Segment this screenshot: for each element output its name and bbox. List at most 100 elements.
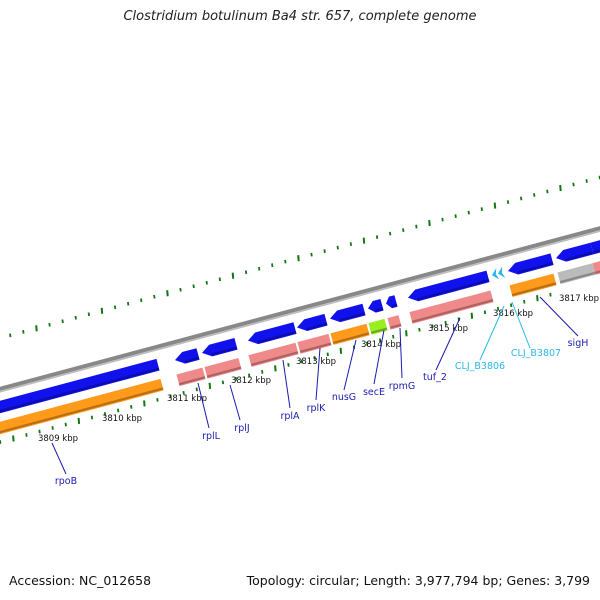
- cds-feature-body: [248, 322, 297, 345]
- cds-feature-body: [408, 270, 490, 302]
- rrna-feature-shade: [299, 342, 332, 353]
- cds-feature: [0, 378, 164, 438]
- scale-label: 3810 kbp: [102, 414, 142, 424]
- cds-feature-shade: [0, 387, 164, 437]
- minor-tick: [365, 341, 369, 346]
- feature-track-forward: [0, 237, 600, 417]
- minor-tick: [392, 334, 395, 339]
- cds-feature-body: [368, 298, 384, 313]
- major-tick: [143, 400, 146, 407]
- cds-feature-shade: [211, 346, 238, 356]
- cds-feature-body: [330, 303, 366, 323]
- cds-feature-shade: [391, 303, 398, 308]
- cds-feature: [368, 298, 384, 313]
- rrna-feature-shade: [206, 366, 242, 378]
- rrna-feature-body: [387, 315, 402, 330]
- minor-tick: [244, 270, 248, 275]
- cds-feature-shade: [332, 332, 370, 345]
- minor-tick: [87, 312, 90, 317]
- rrna-feature: [248, 342, 299, 367]
- minor-tick: [234, 376, 238, 381]
- cds-feature-body: [0, 378, 164, 438]
- minor-tick: [261, 369, 264, 374]
- rrna-feature-shade: [389, 323, 402, 329]
- cds-feature: [0, 358, 160, 417]
- cds-feature-body: [590, 237, 600, 255]
- major-tick: [274, 365, 277, 372]
- pseudo-feature-body: [557, 263, 596, 285]
- major-tick: [231, 272, 235, 279]
- leader-line: [51, 442, 67, 475]
- cds-feature-body: [386, 295, 398, 309]
- minor-tick: [454, 214, 457, 218]
- minor-tick: [467, 210, 470, 215]
- minor-tick: [51, 426, 54, 430]
- leader-line: [229, 384, 241, 421]
- minor-tick: [349, 242, 352, 247]
- minor-tick: [520, 196, 523, 201]
- minor-tick: [130, 405, 133, 409]
- minor-tick: [0, 440, 2, 444]
- rrna-feature: [409, 290, 494, 324]
- minor-tick: [140, 298, 143, 303]
- cds-feature-body: [368, 318, 388, 335]
- minor-tick: [195, 387, 198, 392]
- cds-feature-shade: [370, 327, 388, 334]
- rrna-feature-shade: [594, 266, 600, 274]
- pseudo-feature: [557, 263, 596, 285]
- minor-tick: [258, 266, 261, 271]
- leader-line: [315, 347, 321, 401]
- rrna-feature-shade: [178, 376, 206, 386]
- minor-tick: [113, 305, 117, 310]
- rrna-feature-body: [409, 290, 494, 324]
- minor-tick: [546, 189, 549, 194]
- cds-feature: [590, 237, 600, 255]
- locus-label: CLJ_B3806: [455, 361, 505, 372]
- gene-label: rplA: [280, 411, 300, 422]
- cds-feature-shade: [417, 279, 490, 301]
- genome-summary-text: Topology: circular; Length: 3,977,794 bp…: [246, 573, 590, 588]
- minor-tick: [533, 193, 536, 197]
- gene-label: rpmG: [389, 381, 416, 392]
- cds-feature-body: [202, 338, 238, 357]
- minor-tick: [169, 394, 172, 399]
- minor-tick: [572, 182, 575, 187]
- label-leaders: [51, 296, 579, 475]
- pseudo-feature-shade: [559, 271, 596, 284]
- minor-tick: [523, 299, 526, 304]
- cds-feature: [330, 323, 370, 345]
- backbone-shadow: [0, 230, 600, 393]
- minor-tick: [22, 329, 25, 334]
- feature-track-reverse: [0, 258, 600, 438]
- leader-line: [539, 296, 579, 337]
- minor-tick: [418, 327, 421, 332]
- trna-feature: [498, 266, 506, 278]
- minor-tick: [444, 320, 447, 325]
- leader-line: [435, 317, 461, 371]
- map-title: Clostridium botulinum Ba4 str. 657, comp…: [123, 9, 477, 24]
- cds-feature-shade: [592, 245, 600, 254]
- gene-label: tuf_2: [423, 372, 447, 383]
- minor-tick: [248, 373, 251, 378]
- cds-feature: [202, 338, 238, 357]
- minor-tick: [48, 322, 51, 327]
- outer-tick-ring: [9, 175, 600, 338]
- major-tick: [428, 220, 431, 227]
- minor-tick: [415, 224, 418, 229]
- scale-label: 3816 kbp: [493, 309, 533, 319]
- cds-feature-shade: [306, 322, 328, 331]
- minor-tick: [389, 231, 392, 236]
- cds-feature-shade: [339, 312, 366, 322]
- minor-tick: [510, 303, 513, 308]
- rrna-feature-body: [297, 333, 332, 354]
- cds-feature-body: [330, 323, 370, 345]
- leader-line: [399, 327, 403, 379]
- cds-feature-body: [175, 348, 200, 364]
- leader-line: [343, 339, 357, 391]
- major-tick: [493, 202, 497, 209]
- scale-label: 3812 kbp: [231, 376, 271, 386]
- gene-label: nusG: [332, 392, 356, 403]
- minor-tick: [271, 263, 274, 268]
- gene-label: rplJ: [234, 423, 249, 434]
